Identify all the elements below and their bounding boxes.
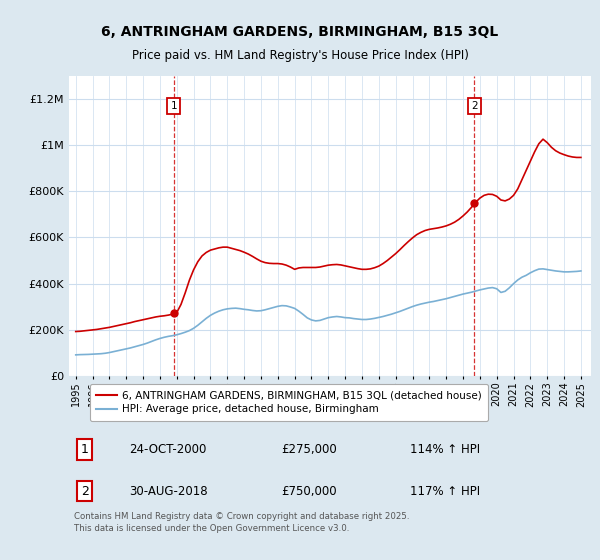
Text: Contains HM Land Registry data © Crown copyright and database right 2025.
This d: Contains HM Land Registry data © Crown c… bbox=[74, 512, 410, 533]
Text: 1: 1 bbox=[170, 101, 177, 111]
Text: £275,000: £275,000 bbox=[281, 443, 337, 456]
Text: 117% ↑ HPI: 117% ↑ HPI bbox=[410, 484, 480, 498]
Text: 6, ANTRINGHAM GARDENS, BIRMINGHAM, B15 3QL: 6, ANTRINGHAM GARDENS, BIRMINGHAM, B15 3… bbox=[101, 25, 499, 39]
Text: 114% ↑ HPI: 114% ↑ HPI bbox=[410, 443, 480, 456]
Text: 2: 2 bbox=[81, 484, 89, 498]
Text: Price paid vs. HM Land Registry's House Price Index (HPI): Price paid vs. HM Land Registry's House … bbox=[131, 49, 469, 62]
Text: 2: 2 bbox=[471, 101, 478, 111]
Legend: 6, ANTRINGHAM GARDENS, BIRMINGHAM, B15 3QL (detached house), HPI: Average price,: 6, ANTRINGHAM GARDENS, BIRMINGHAM, B15 3… bbox=[90, 384, 488, 421]
Text: 24-OCT-2000: 24-OCT-2000 bbox=[130, 443, 207, 456]
Text: 30-AUG-2018: 30-AUG-2018 bbox=[129, 484, 208, 498]
Text: 1: 1 bbox=[81, 443, 89, 456]
Text: £750,000: £750,000 bbox=[281, 484, 337, 498]
